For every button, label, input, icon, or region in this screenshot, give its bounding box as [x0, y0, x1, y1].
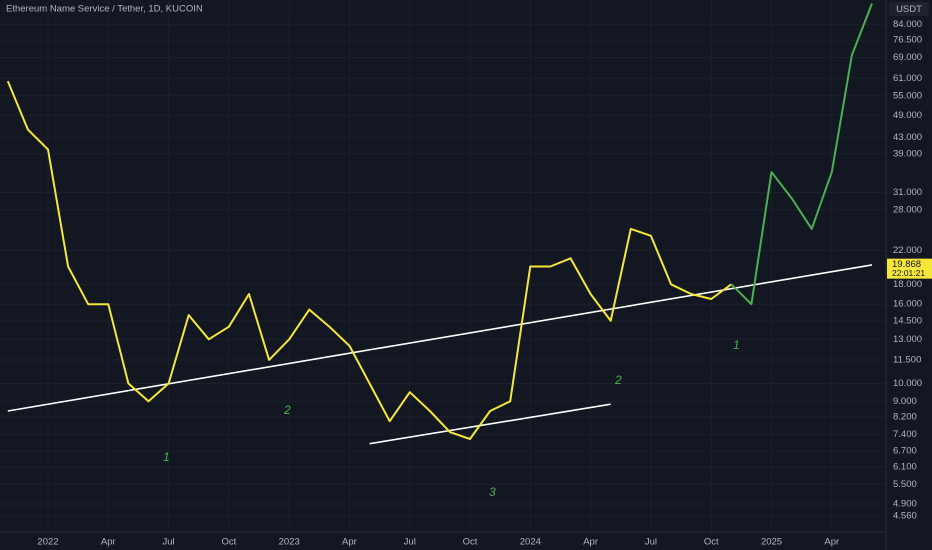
- chart-title: Ethereum Name Service / Tether, 1D, KUCO…: [6, 4, 203, 15]
- y-tick-label: 6.700: [893, 446, 917, 457]
- price-label: 19.868: [892, 259, 921, 270]
- y-tick-label: 10.000: [893, 378, 922, 389]
- price-label-box: [887, 258, 932, 279]
- annotation: 2: [283, 403, 291, 417]
- y-tick-label: 69.000: [893, 52, 922, 63]
- x-tick-label: Jul: [645, 537, 657, 548]
- plot: [6, 3, 873, 445]
- y-tick-label: 31.000: [893, 187, 922, 198]
- y-tick-label: 49.000: [893, 110, 922, 121]
- y-tick-label: 43.000: [893, 132, 922, 143]
- y-tick-label: 4.900: [893, 498, 917, 509]
- x-tick-label: Apr: [583, 537, 598, 548]
- y-tick-label: 7.400: [893, 429, 917, 440]
- countdown: 22:01:21: [892, 268, 925, 278]
- currency: USDT: [896, 4, 922, 15]
- x-tick-label: Jul: [404, 537, 416, 548]
- x-tick-label: Jul: [163, 537, 175, 548]
- y-tick-label: 28.000: [893, 204, 922, 215]
- x-tick-label: Oct: [463, 537, 478, 548]
- currency-box: [889, 2, 929, 16]
- x-tick-label: 2022: [37, 537, 58, 548]
- y-tick-label: 18.000: [893, 279, 922, 290]
- x-tick-label: Apr: [342, 537, 357, 548]
- annotation: 1: [733, 338, 740, 352]
- x-tick-label: Apr: [101, 537, 116, 548]
- y-tick-label: 55.000: [893, 90, 922, 101]
- price-line: [6, 80, 732, 440]
- y-tick-label: 13.000: [893, 334, 922, 345]
- y-tick-label: 9.000: [893, 396, 917, 407]
- annotation: 2: [614, 373, 622, 387]
- y-tick-label: 22.000: [893, 245, 922, 256]
- y-tick-label: 11.500: [893, 354, 921, 365]
- annotation: 3: [489, 485, 496, 499]
- trendline: [369, 403, 611, 445]
- y-tick-label: 8.200: [893, 412, 917, 423]
- trendline: [7, 264, 873, 412]
- y-tick-label: 76.500: [893, 35, 922, 46]
- x-tick-label: 2025: [761, 537, 782, 548]
- annotation: 1: [163, 450, 170, 464]
- axes: 84.000 76.500 69.000 61.000 55.000 49.000 43.0…: [37, 19, 932, 548]
- y-tick-label: 84.000: [893, 19, 922, 30]
- price-line: [730, 3, 873, 306]
- x-tick-label: Oct: [221, 537, 236, 548]
- grid: [0, 0, 886, 532]
- x-tick-label: Apr: [824, 537, 839, 548]
- y-tick-label: 14.500: [893, 315, 922, 326]
- y-tick-label: 4.560: [893, 511, 917, 522]
- x-tick-label: Oct: [704, 537, 719, 548]
- x-tick-label: 2023: [279, 537, 300, 548]
- y-tick-label: 16.000: [893, 299, 922, 310]
- y-tick-label: 6.100: [893, 461, 917, 472]
- y-tick-label: 5.500: [893, 479, 917, 490]
- y-tick-label: 61.000: [893, 73, 922, 84]
- y-tick-label: 39.000: [893, 148, 922, 159]
- x-tick-label: 2024: [520, 537, 541, 548]
